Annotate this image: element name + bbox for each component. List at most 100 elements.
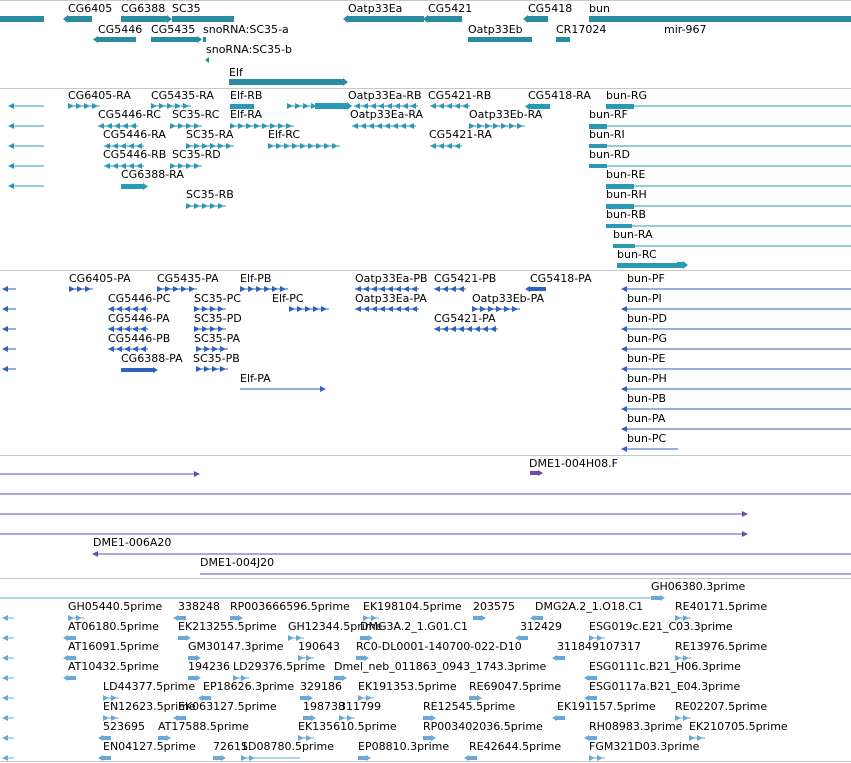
protein-label[interactable]: CG5421-PB <box>434 272 496 285</box>
transcript-label[interactable]: CG6405-RA <box>68 89 131 102</box>
feature-glyph[interactable] <box>525 103 550 110</box>
feature-line[interactable] <box>2 346 16 352</box>
exon-chain[interactable] <box>288 635 304 641</box>
est-label[interactable]: GH06380.3prime <box>651 580 746 593</box>
est-label[interactable]: SD08780.5prime <box>241 740 334 753</box>
feature-glyph[interactable] <box>172 16 234 22</box>
est-label[interactable]: AT10432.5prime <box>68 660 159 673</box>
transcript-label[interactable]: CG5418-RA <box>528 89 591 102</box>
exon-chain[interactable] <box>675 615 691 621</box>
est-label[interactable]: Dmel_neb_011863_0943_1743.3prime <box>334 660 546 673</box>
exon-chain[interactable] <box>233 675 249 681</box>
est-label[interactable]: EP08810.3prime <box>358 740 449 753</box>
exon-chain[interactable] <box>354 103 418 109</box>
exon-chain[interactable] <box>268 143 340 149</box>
gene-label[interactable]: CG5446 <box>98 23 142 36</box>
feature-line[interactable] <box>621 326 851 332</box>
transcript-label[interactable]: bun-RG <box>606 89 647 102</box>
transcript-label[interactable]: SC35-RA <box>186 128 234 141</box>
protein-label[interactable]: bun-PA <box>627 412 666 425</box>
est-label[interactable]: EP18626.3prime <box>203 680 294 693</box>
exon-chain[interactable] <box>289 306 329 312</box>
exon-chain[interactable] <box>675 655 691 661</box>
est-label[interactable]: 338248 <box>178 600 220 613</box>
feature-line[interactable] <box>2 306 16 312</box>
feature-line[interactable] <box>0 471 200 477</box>
protein-label[interactable]: Oatp33Eb-PA <box>472 292 545 305</box>
est-label[interactable]: ESG0117a.B21_E04.3prime <box>589 680 740 693</box>
transcript-label[interactable]: CG6388-RA <box>121 168 184 181</box>
exon-chain[interactable] <box>103 715 119 721</box>
feature-glyph[interactable] <box>121 367 158 373</box>
protein-label[interactable]: Elf-PC <box>272 292 304 305</box>
est-label[interactable]: RP003402036.5prime <box>423 720 543 733</box>
exon-chain[interactable] <box>430 143 462 149</box>
est-label[interactable]: EN04127.5prime <box>103 740 196 753</box>
transcript-label[interactable]: Oatp33Ea-RB <box>348 89 422 102</box>
feature-glyph[interactable] <box>515 635 528 641</box>
feature-line[interactable] <box>2 635 14 641</box>
gene-label[interactable]: CG5421 <box>428 2 472 15</box>
exon-chain[interactable] <box>196 346 228 352</box>
exon-chain[interactable] <box>103 695 119 701</box>
feature-line[interactable] <box>2 615 14 621</box>
est-label[interactable]: RE13976.5prime <box>675 640 767 653</box>
feature-line[interactable] <box>621 346 851 352</box>
est-label[interactable]: AT17588.5prime <box>158 720 249 733</box>
feature-glyph[interactable] <box>121 183 148 190</box>
protein-label[interactable]: bun-PI <box>627 292 662 305</box>
feature-glyph[interactable] <box>356 655 369 661</box>
est-label[interactable]: AT06180.5prime <box>68 620 159 633</box>
feature-glyph[interactable] <box>469 695 482 701</box>
feature-glyph[interactable] <box>584 695 597 701</box>
exon-chain[interactable] <box>675 715 691 721</box>
transcript-label[interactable]: SC35-RC <box>172 108 220 121</box>
est-label[interactable]: RH08983.3prime <box>589 720 683 733</box>
protein-label[interactable]: bun-PB <box>627 392 666 405</box>
feature-glyph[interactable] <box>589 144 607 148</box>
feature-glyph[interactable] <box>63 15 92 23</box>
transcript-label[interactable]: CG5446-RC <box>98 108 161 121</box>
exon-chain[interactable] <box>355 306 419 312</box>
gene-label[interactable]: CG6388 <box>121 2 165 15</box>
protein-label[interactable]: CG6405-PA <box>69 272 131 285</box>
exon-chain[interactable] <box>157 286 197 292</box>
est-label[interactable]: RE12545.5prime <box>423 700 515 713</box>
transcript-label[interactable]: Elf-RA <box>230 108 262 121</box>
protein-label[interactable]: Elf-PB <box>240 272 271 285</box>
exon-chain[interactable] <box>108 326 148 332</box>
clone-label[interactable]: DME1-006A20 <box>93 536 171 549</box>
exon-chain[interactable] <box>151 103 191 109</box>
feature-glyph[interactable] <box>203 37 206 42</box>
feature-glyph[interactable] <box>525 286 546 292</box>
exon-chain[interactable] <box>240 286 288 292</box>
feature-glyph[interactable] <box>530 470 543 476</box>
est-label[interactable]: GH05440.5prime <box>68 600 163 613</box>
feature-glyph[interactable] <box>158 735 171 741</box>
exon-chain[interactable] <box>186 203 226 209</box>
feature-line[interactable] <box>621 446 678 452</box>
feature-glyph[interactable] <box>229 78 348 86</box>
protein-label[interactable]: CG6388-PA <box>121 352 183 365</box>
est-label[interactable]: EK213255.5prime <box>178 620 277 633</box>
est-label[interactable]: 194236 <box>188 660 230 673</box>
exon-chain[interactable] <box>170 163 202 169</box>
transcript-label[interactable]: Oatp33Ea-RA <box>350 108 424 121</box>
transcript-label[interactable]: bun-RC <box>617 248 657 261</box>
feature-line[interactable] <box>8 163 44 169</box>
feature-glyph[interactable] <box>358 755 371 761</box>
feature-glyph[interactable] <box>613 244 635 248</box>
est-label[interactable]: EN12623.5prime <box>103 700 196 713</box>
est-label[interactable]: EK191353.5prime <box>358 680 457 693</box>
est-label[interactable]: 312429 <box>520 620 562 633</box>
gene-label[interactable]: CG5418 <box>528 2 572 15</box>
gene-label[interactable]: bun <box>589 2 610 15</box>
feature-glyph[interactable] <box>63 655 76 661</box>
est-label[interactable]: 203575 <box>473 600 515 613</box>
exon-chain[interactable] <box>339 715 355 721</box>
est-label[interactable]: RE42644.5prime <box>469 740 561 753</box>
feature-glyph[interactable] <box>63 635 76 641</box>
exon-chain[interactable] <box>68 615 84 621</box>
feature-line[interactable] <box>621 406 851 412</box>
feature-glyph[interactable] <box>464 755 477 761</box>
